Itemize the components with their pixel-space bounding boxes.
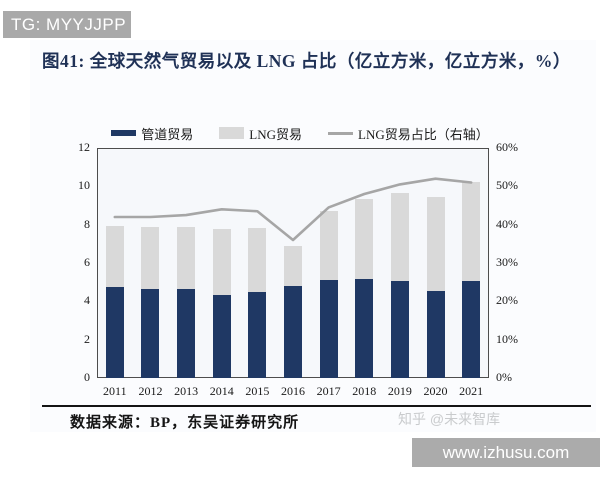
bar-pipeline-2012 [141, 288, 160, 378]
x-axis-label-2012: 2012 [138, 384, 163, 398]
site-url-label: www.izhusu.com [442, 443, 570, 462]
legend-label-lng: LNG贸易 [249, 126, 302, 142]
chart-legend: 管道贸易 LNG贸易 LNG贸易占比（右轴） [60, 124, 540, 142]
site-watermark-badge: www.izhusu.com [412, 438, 600, 467]
bar-lng-2021 [462, 181, 481, 282]
bar-lng-2016 [284, 245, 302, 286]
right-axis-tick-50%: 50% [496, 178, 518, 193]
x-axis-label-2015: 2015 [245, 384, 270, 398]
figure-title: 图41: 全球天然气贸易以及 LNG 占比（亿立方米，亿立方米，%） [42, 51, 571, 71]
x-axis-label-2018: 2018 [352, 384, 377, 398]
x-axis-label-2020: 2020 [423, 384, 448, 398]
left-axis-tick-10: 10 [78, 178, 90, 193]
bar-lng-2020 [426, 196, 445, 291]
left-axis-tick-0: 0 [84, 370, 90, 384]
x-axis-label-2016: 2016 [281, 384, 305, 398]
bar-pipeline-2018 [355, 279, 374, 378]
tg-watermark-label: TG: MYYJJPP [11, 15, 127, 34]
left-axis-tick-6: 6 [84, 255, 90, 269]
left-axis-tick-2: 2 [84, 331, 90, 346]
x-axis-label-2013: 2013 [174, 384, 199, 398]
legend-item-pipeline: 管道贸易 [111, 124, 193, 143]
right-axis-tick-40%: 40% [496, 216, 518, 231]
bar-lng-2011 [105, 225, 124, 287]
legend-item-share: LNG贸易占比（右轴） [328, 124, 489, 143]
bar-pipeline-2011 [105, 286, 124, 378]
share-line-swatch-icon [328, 131, 353, 135]
bar-lng-2018 [355, 198, 374, 280]
x-axis-label-2019: 2019 [387, 384, 412, 398]
right-axis-tick-0%: 0% [496, 370, 512, 384]
tg-watermark-badge: TG: MYYJJPP [3, 11, 131, 38]
x-axis-label-2017: 2017 [316, 384, 341, 398]
data-source-note: 数据来源：BP，东吴证券研究所 [70, 415, 300, 431]
bar-pipeline-2017 [319, 280, 338, 378]
right-axis-tick-10%: 10% [496, 331, 518, 346]
bar-lng-2012 [141, 226, 160, 289]
bar-pipeline-2015 [248, 291, 267, 378]
x-axis-label-2021: 2021 [459, 384, 484, 398]
right-axis-tick-30%: 30% [496, 255, 518, 269]
bar-lng-2019 [390, 193, 409, 282]
legend-item-lng: LNG贸易 [219, 124, 302, 143]
bar-pipeline-2016 [284, 286, 302, 378]
left-axis-tick-12: 12 [78, 140, 90, 154]
left-axis-tick-8: 8 [84, 216, 90, 231]
footer-divider [42, 405, 591, 407]
bar-pipeline-2013 [177, 288, 196, 378]
bar-lng-2015 [248, 227, 267, 292]
bar-lng-2013 [177, 226, 196, 289]
x-axis-label-2011: 2011 [103, 384, 127, 398]
bar-lng-2014 [212, 229, 231, 295]
bar-pipeline-2014 [212, 294, 231, 378]
legend-label-pipeline: 管道贸易 [141, 126, 194, 142]
lng-bar-swatch-icon [219, 127, 245, 139]
legend-label-share: LNG贸易占比（右轴） [358, 126, 489, 142]
pipeline-bar-swatch-icon [111, 130, 137, 136]
zhihu-watermark: 知乎 @未来智库 [398, 411, 501, 427]
bar-pipeline-2021 [462, 281, 481, 378]
right-axis-tick-60%: 60% [496, 140, 518, 154]
bar-pipeline-2020 [426, 290, 445, 378]
left-axis-tick-4: 4 [84, 293, 90, 308]
x-axis-label-2014: 2014 [209, 384, 234, 398]
bar-pipeline-2019 [390, 281, 409, 378]
bar-lng-2017 [319, 211, 338, 281]
right-axis-tick-20%: 20% [496, 293, 518, 308]
